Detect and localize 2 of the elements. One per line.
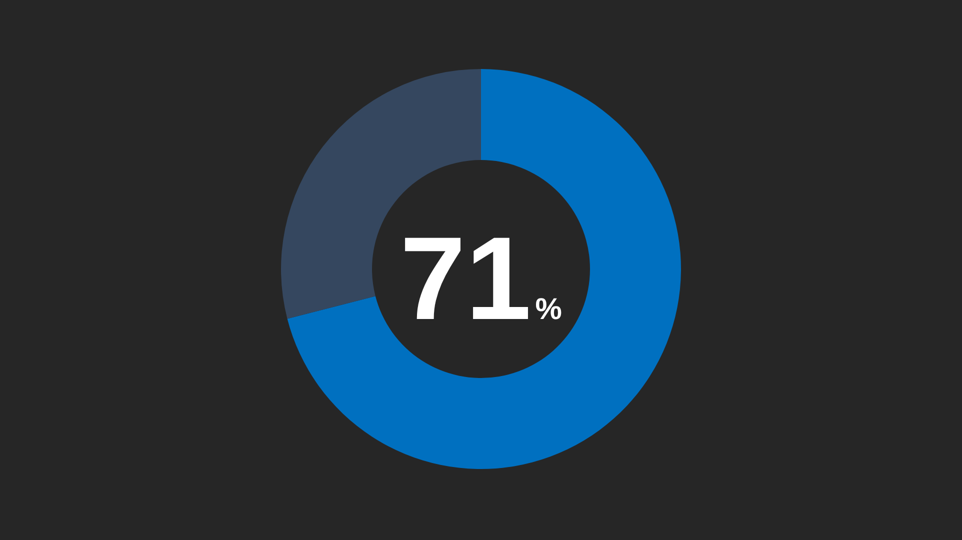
donut-slice <box>287 69 681 469</box>
text: 71% <box>400 213 562 345</box>
